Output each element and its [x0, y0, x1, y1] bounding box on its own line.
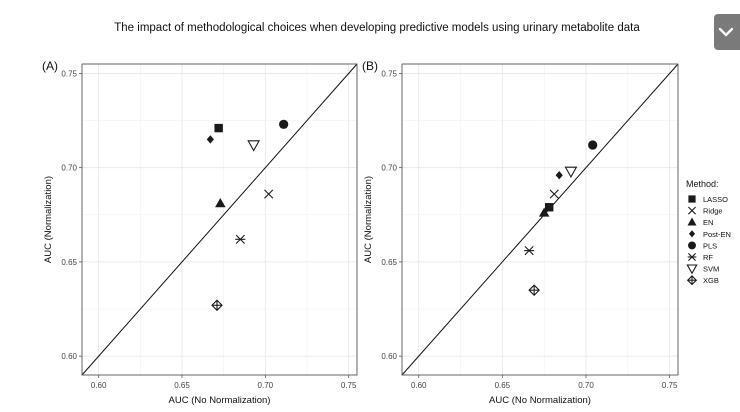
legend-item-rf: RF [687, 253, 713, 262]
legend-item-pls: PLS [688, 241, 717, 250]
legend-item-svm: SVM [686, 264, 719, 275]
legend-key [687, 217, 697, 226]
gridlines [82, 64, 357, 375]
x-tick-label: 0.65 [495, 381, 511, 390]
point-en [538, 207, 550, 217]
legend-key [688, 206, 696, 215]
reference-line [81, 63, 358, 376]
x-tick-label: 0.75 [662, 381, 678, 390]
legend-item-lasso: LASSO [688, 195, 728, 204]
x-tick-label: 0.70 [578, 381, 594, 390]
y-tick-label: 0.60 [61, 352, 77, 361]
legend-label: EN [703, 218, 713, 227]
legend-label: Post-EN [703, 230, 731, 239]
chevron-down-icon [718, 27, 734, 37]
point-ridge [264, 189, 274, 199]
plot-border [401, 63, 679, 376]
legend-key [686, 264, 698, 275]
legend-label: RF [703, 253, 713, 262]
point-svm [247, 140, 261, 152]
panel-label: (B) [362, 59, 378, 73]
legend-key [688, 241, 696, 250]
gridlines [402, 64, 678, 375]
reference-line [401, 63, 679, 376]
point-pls [279, 119, 289, 129]
x-axis-title: AUC (No Normalization) [169, 395, 271, 406]
legend-label: XGB [703, 276, 719, 285]
legend-item-xgb: XGB [686, 275, 719, 286]
legend-key [686, 275, 698, 286]
y-tick-label: 0.65 [381, 258, 397, 267]
legend-label: SVM [703, 265, 719, 274]
x-tick-label: 0.65 [174, 381, 190, 390]
point-pls [588, 140, 598, 150]
point-xgb [211, 299, 223, 312]
point-rf [235, 234, 246, 244]
panel-a: 0.60 0.65 0.70 0.75 0.60 0.65 0.70 0.75 AUC (No … [42, 59, 358, 406]
legend-title: Method: [686, 179, 719, 189]
point-rf [524, 246, 535, 256]
panel-label: (A) [42, 59, 58, 73]
panel-b: 0.60 0.65 0.70 0.75 0.60 0.65 0.70 0.75 AUC (No … [362, 59, 679, 406]
x-tick-label: 0.75 [341, 381, 357, 390]
y-tick-label: 0.75 [61, 69, 77, 78]
point-lasso [545, 203, 554, 212]
collapse-toggle-button[interactable] [714, 14, 740, 50]
legend-item-post-en: Post-EN [688, 230, 731, 239]
legend-item-en: EN [687, 217, 713, 227]
y-tick-label: 0.70 [381, 164, 397, 173]
y-tick-label: 0.65 [61, 258, 77, 267]
legend-key [688, 195, 696, 203]
point-en [215, 198, 226, 208]
point-ridge [549, 189, 559, 199]
legend-key [688, 230, 696, 238]
legend-item-ridge: Ridge [688, 206, 723, 216]
legend-key [687, 253, 697, 261]
legend-label: Ridge [703, 207, 723, 216]
figure-title: The impact of methodological choices whe… [114, 22, 640, 34]
legend: Method: LASSO Ridge EN Post-EN PLS RF SVM XGB [686, 179, 731, 286]
panels: 0.60 0.65 0.70 0.75 0.60 0.65 0.70 0.75 AUC (No … [42, 59, 679, 406]
y-axis-title: AUC (Normalization) [363, 176, 374, 263]
legend-label: LASSO [703, 195, 728, 204]
x-axis-title: AUC (No Normalization) [489, 395, 591, 406]
x-tick-label: 0.60 [411, 381, 427, 390]
y-axis-title: AUC (Normalization) [43, 176, 54, 263]
y-tick-label: 0.70 [61, 164, 77, 173]
plot-border [81, 63, 358, 376]
point-xgb [528, 284, 540, 296]
x-tick-label: 0.60 [91, 381, 107, 390]
y-tick-label: 0.75 [381, 69, 397, 78]
legend-label: PLS [703, 241, 717, 250]
point-post-en [555, 171, 563, 180]
x-tick-label: 0.70 [258, 381, 274, 390]
point-lasso [214, 123, 223, 133]
y-tick-label: 0.60 [381, 352, 397, 361]
point-svm [564, 166, 578, 179]
point-post-en [206, 135, 214, 144]
